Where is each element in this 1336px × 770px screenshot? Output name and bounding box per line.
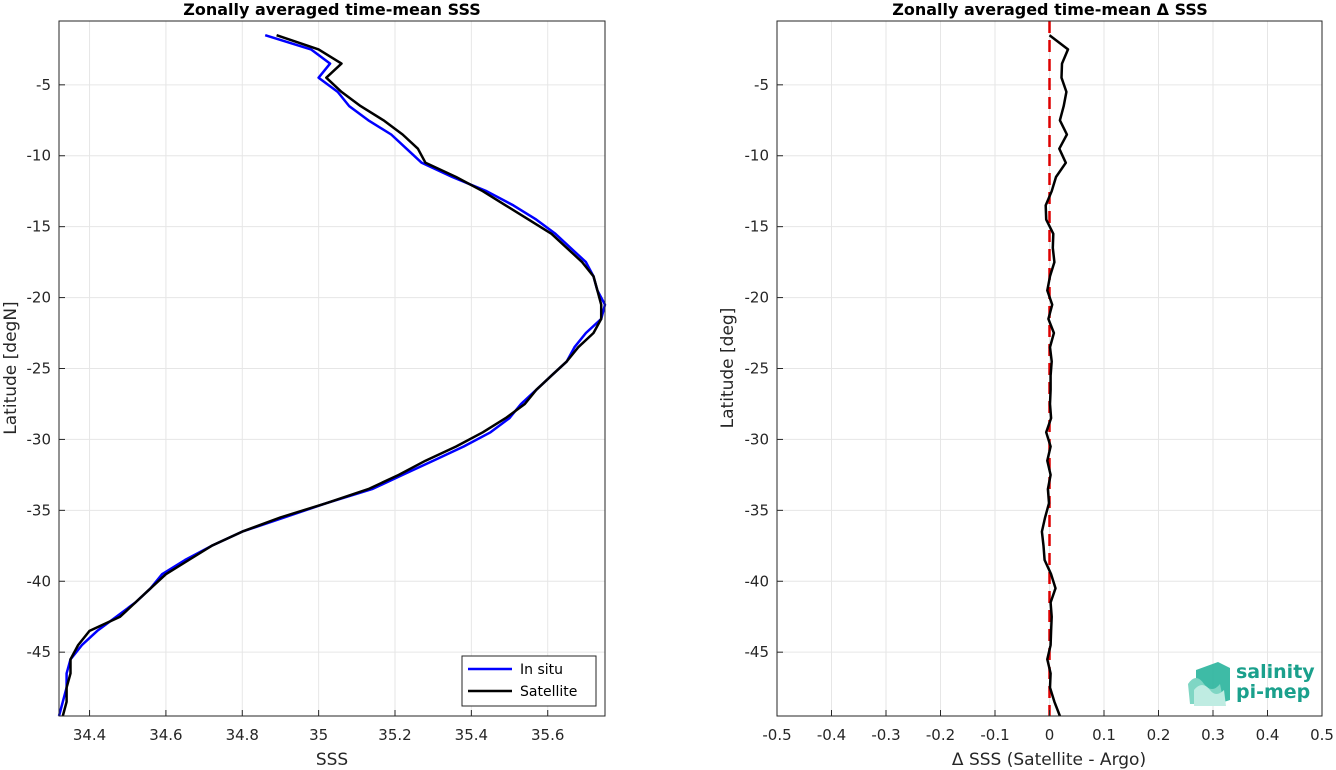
y-tick-label: -20: [745, 289, 770, 307]
legend-box: [461, 655, 597, 707]
x-tick-label: 34.8: [226, 726, 259, 744]
x-tick-label: 34.6: [149, 726, 182, 744]
y-tick-label: -45: [27, 643, 52, 661]
x-tick-label: 35: [309, 726, 328, 744]
y-tick-label: -45: [745, 643, 770, 661]
y-tick-label: -15: [27, 218, 52, 236]
x-tick-label: 35.4: [455, 726, 488, 744]
logo-text-pi-mep: pi-mep: [1236, 681, 1310, 703]
x-tick-label: 35.2: [378, 726, 411, 744]
y-tick-label: -30: [745, 430, 770, 448]
x-tick-label: 0.2: [1147, 726, 1171, 744]
right-chart: -0.5 -0.4 -0.3 -0.2 -0.1 0 0.1 0.2 0.3 0.4 0.5 -5 -1…: [718, 0, 1334, 770]
right-y-axis-label: Latitude [deg]: [718, 308, 738, 429]
x-tick-label: 0: [1045, 726, 1055, 744]
series-line-satellite: [61, 34, 603, 717]
left-y-axis-label: Latitude [degN]: [1, 301, 21, 434]
x-tick-label: -0.4: [817, 726, 846, 744]
series-line-series-0: [1040, 34, 1070, 717]
y-tick-label: -25: [27, 360, 52, 378]
left-chart: 34.4 34.6 34.8 35 35.2 35.4 35.6 -5 -10 -15 -20 -25…: [1, 0, 607, 770]
right-series: [1040, 21, 1070, 717]
x-tick-label: -0.2: [926, 726, 955, 744]
right-ticks: -0.5 -0.4 -0.3 -0.2 -0.1 0 0.1 0.2 0.3 0.4 0.5 -5 -1…: [745, 76, 1334, 744]
left-grid: [59, 21, 605, 716]
right-x-axis-label: Δ SSS (Satellite - Argo): [952, 750, 1146, 770]
y-tick-label: -15: [745, 218, 770, 236]
y-tick-label: -25: [745, 360, 770, 378]
legend-label-in-situ: In situ: [520, 662, 563, 678]
right-chart-title: Zonally averaged time-mean Δ SSS: [892, 0, 1208, 19]
y-tick-label: -35: [27, 501, 52, 519]
y-tick-label: -30: [27, 430, 52, 448]
x-tick-label: 35.6: [531, 726, 564, 744]
x-tick-label: 0.1: [1092, 726, 1116, 744]
y-tick-label: -5: [754, 76, 769, 94]
left-chart-title: Zonally averaged time-mean SSS: [183, 0, 481, 19]
y-tick-label: -5: [36, 76, 51, 94]
x-tick-label: -0.3: [871, 726, 900, 744]
x-tick-label: -0.5: [762, 726, 791, 744]
y-tick-label: -10: [745, 147, 770, 165]
legend: In situ Satellite: [461, 655, 597, 707]
x-tick-label: 0.5: [1310, 726, 1334, 744]
x-tick-label: 0.3: [1201, 726, 1225, 744]
left-ticks: 34.4 34.6 34.8 35 35.2 35.4 35.6 -5 -10 -15 -20 -25…: [27, 76, 565, 744]
x-tick-label: 0.4: [1256, 726, 1280, 744]
x-tick-label: 34.4: [73, 726, 106, 744]
y-tick-label: -40: [27, 572, 52, 590]
y-tick-label: -20: [27, 289, 52, 307]
wave-logo-icon: [1188, 662, 1230, 706]
y-tick-label: -10: [27, 147, 52, 165]
logo-text-salinity: salinity: [1236, 661, 1315, 683]
salinity-pi-mep-logo: salinity pi-mep: [1188, 661, 1315, 706]
y-tick-label: -35: [745, 501, 770, 519]
legend-label-satellite: Satellite: [520, 684, 577, 700]
y-tick-label: -40: [745, 572, 770, 590]
x-tick-label: -0.1: [980, 726, 1009, 744]
left-x-axis-label: SSS: [316, 750, 348, 770]
left-series: [57, 34, 607, 717]
